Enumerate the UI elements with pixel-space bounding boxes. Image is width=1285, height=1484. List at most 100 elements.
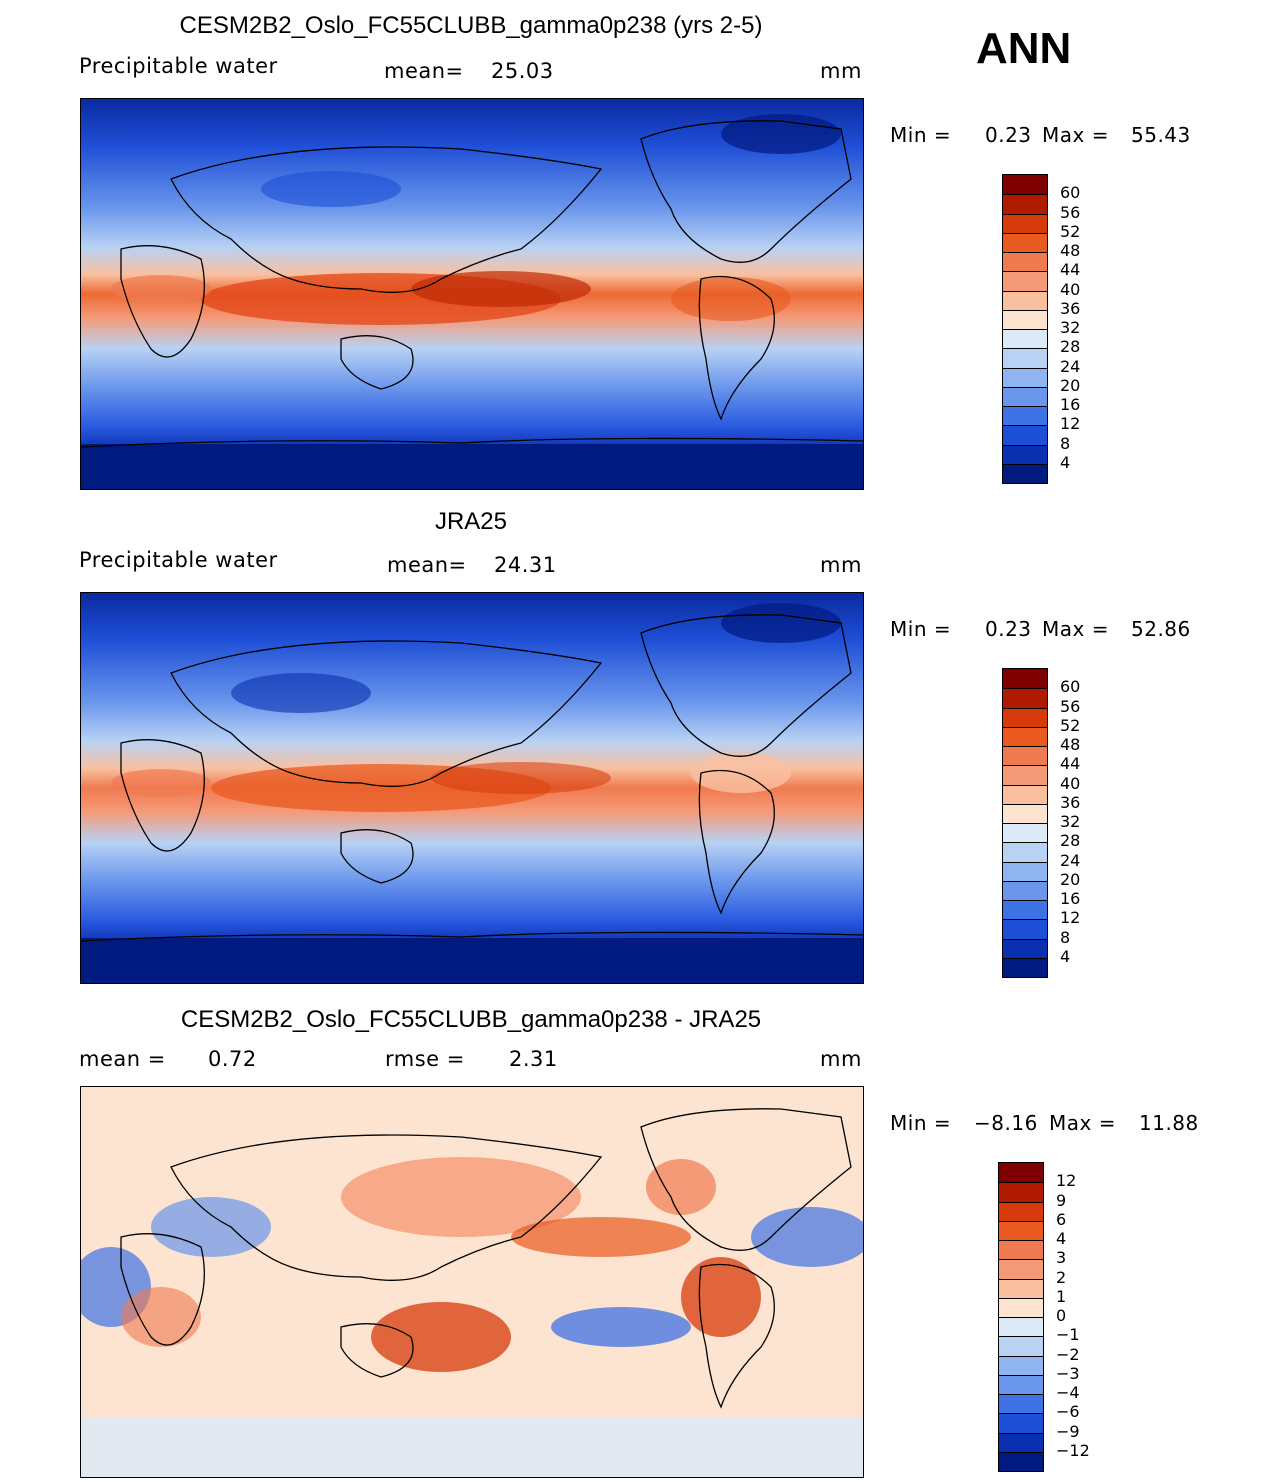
panel3-rmse-label: rmse =: [385, 1047, 465, 1071]
panel1-min-label: Min =: [890, 123, 952, 147]
panel2-max-label: Max =: [1042, 617, 1109, 641]
colorbar-swatch: [1003, 348, 1047, 368]
colorbar-swatch: [1003, 213, 1047, 233]
colorbar-swatch: [1003, 823, 1047, 843]
panel3-title: CESM2B2_Oslo_FC55CLUBB_gamma0p238 - JRA2…: [180, 1006, 762, 1033]
colorbar-tick-label: 4: [1056, 1229, 1067, 1248]
panel2-min-value: 0.23: [985, 617, 1032, 641]
colorbar-swatch: [1003, 425, 1047, 445]
colorbar-swatch: [1003, 900, 1047, 920]
colorbar-swatch: [999, 1163, 1043, 1183]
colorbar-tick-label: 32: [1060, 318, 1081, 337]
colorbar-swatch: [1003, 784, 1047, 804]
colorbar-swatch: [1003, 194, 1047, 214]
colorbar-swatch: [999, 1220, 1043, 1240]
colorbar-swatch: [1003, 919, 1047, 939]
panel3-rmse-value: 2.31: [509, 1047, 558, 1071]
colorbar-tick-label: 28: [1060, 337, 1081, 357]
panel2-colorbar: [1002, 668, 1048, 978]
colorbar-tick-label: 20: [1060, 375, 1081, 395]
panel1-colorbar: [1002, 174, 1048, 484]
panel2-min-label: Min =: [890, 617, 952, 641]
colorbar-tick-label: 20: [1060, 869, 1081, 889]
colorbar-swatch: [1003, 232, 1047, 252]
colorbar-tick-label: 3: [1056, 1248, 1067, 1268]
colorbar-tick-label: 12: [1056, 1171, 1077, 1191]
panel3-colorbar: [998, 1162, 1044, 1472]
colorbar-swatch: [1003, 746, 1047, 766]
colorbar-swatch: [1003, 726, 1047, 746]
colorbar-tick-label: 16: [1060, 395, 1081, 414]
colorbar-swatch: [1003, 329, 1047, 349]
colorbar-swatch: [1003, 309, 1047, 329]
colorbar-swatch: [1003, 938, 1047, 958]
colorbar-swatch: [1003, 463, 1047, 483]
colorbar-swatch: [999, 1182, 1043, 1202]
colorbar-swatch: [1003, 175, 1047, 195]
colorbar-tick-label: −12: [1056, 1440, 1090, 1460]
colorbar-swatch: [999, 1201, 1043, 1221]
colorbar-swatch: [1003, 271, 1047, 291]
colorbar-swatch: [1003, 252, 1047, 272]
colorbar-swatch: [1003, 688, 1047, 708]
colorbar-swatch: [999, 1278, 1043, 1298]
colorbar-swatch: [999, 1259, 1043, 1279]
panel1-map: [80, 98, 864, 490]
panel3-map: [80, 1086, 864, 1478]
colorbar-tick-label: 0: [1056, 1306, 1067, 1325]
colorbar-tick-label: 56: [1060, 696, 1081, 716]
colorbar-swatch: [1003, 406, 1047, 426]
colorbar-swatch: [1003, 386, 1047, 406]
colorbar-swatch: [999, 1336, 1043, 1356]
colorbar-tick-label: 1: [1056, 1286, 1067, 1306]
colorbar-tick-label: 44: [1060, 260, 1081, 280]
panel1-max-value: 55.43: [1131, 123, 1191, 147]
colorbar-swatch: [1003, 957, 1047, 977]
panel3-min-label: Min =: [890, 1111, 952, 1135]
panel2-mean-label: mean=: [387, 553, 467, 577]
colorbar-tick-label: 40: [1060, 279, 1081, 299]
panel1-title: CESM2B2_Oslo_FC55CLUBB_gamma0p238 (yrs 2…: [179, 12, 763, 39]
panel3-mean-value: 0.72: [208, 1047, 257, 1071]
panel3-max-label: Max =: [1049, 1111, 1116, 1135]
colorbar-tick-label: 32: [1060, 812, 1081, 831]
colorbar-tick-label: 60: [1060, 677, 1081, 697]
colorbar-swatch: [999, 1355, 1043, 1375]
panel1-mean-label: mean=: [384, 59, 464, 83]
colorbar-tick-label: 52: [1060, 715, 1081, 735]
colorbar-tick-label: 48: [1060, 735, 1081, 754]
colorbar-tick-label: 52: [1060, 221, 1081, 241]
panel2-max-value: 52.86: [1131, 617, 1191, 641]
panel1-variable: Precipitable water: [79, 54, 278, 78]
colorbar-swatch: [1003, 803, 1047, 823]
panel2-map: [80, 592, 864, 984]
colorbar-swatch: [1003, 842, 1047, 862]
colorbar-swatch: [1003, 444, 1047, 464]
colorbar-swatch: [999, 1297, 1043, 1317]
panel1-field: [81, 99, 863, 489]
colorbar-tick-label: −1: [1056, 1325, 1080, 1345]
colorbar-swatch: [999, 1413, 1043, 1433]
colorbar-swatch: [1003, 765, 1047, 785]
colorbar-swatch: [999, 1432, 1043, 1452]
panel2-title: JRA25: [434, 508, 508, 535]
colorbar-swatch: [999, 1451, 1043, 1471]
colorbar-swatch: [999, 1394, 1043, 1414]
colorbar-tick-label: 8: [1060, 433, 1071, 453]
colorbar-tick-label: 44: [1060, 754, 1081, 774]
colorbar-tick-label: 4: [1060, 946, 1071, 966]
colorbar-tick-label: 4: [1060, 452, 1071, 472]
colorbar-tick-label: −3: [1056, 1363, 1080, 1383]
colorbar-tick-label: 60: [1060, 183, 1081, 203]
panel3-field: [81, 1087, 863, 1477]
colorbar-swatch: [1003, 290, 1047, 310]
panel1-max-label: Max =: [1042, 123, 1109, 147]
colorbar-tick-label: 2: [1056, 1267, 1067, 1287]
colorbar-swatch: [999, 1317, 1043, 1337]
panel2-field: [81, 593, 863, 983]
colorbar-tick-label: 9: [1056, 1190, 1067, 1210]
colorbar-tick-label: 12: [1060, 908, 1081, 928]
panel1-mean-value: 25.03: [491, 59, 554, 83]
colorbar-tick-label: −9: [1056, 1421, 1080, 1441]
colorbar-tick-label: 56: [1060, 202, 1081, 222]
